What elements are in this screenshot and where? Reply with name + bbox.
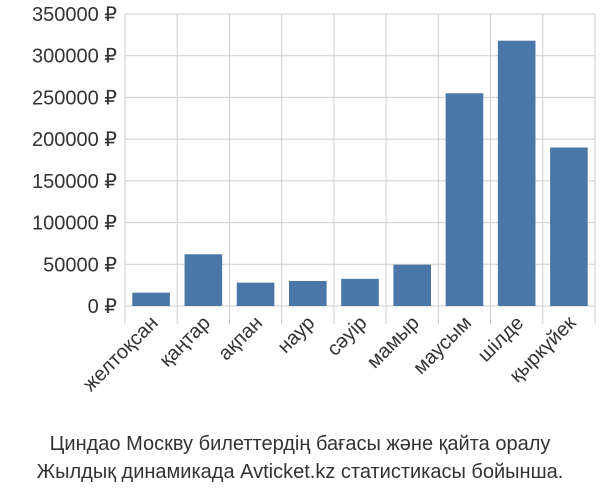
y-tick-label: 300000 ₽: [32, 46, 117, 68]
bar: [341, 278, 379, 306]
x-tick-label: желтоқсан: [79, 312, 163, 396]
bar: [550, 147, 588, 306]
bar: [445, 93, 484, 306]
chart-caption-line-2: Жылдық динамикада Avticket.kz статистика…: [36, 461, 564, 483]
y-tick-label: 50000 ₽: [43, 254, 117, 276]
y-tick-label: 350000 ₽: [32, 4, 117, 26]
bars: [132, 40, 588, 306]
y-tick-label: 0 ₽: [88, 296, 118, 318]
bar: [393, 264, 432, 306]
y-tick-label: 150000 ₽: [32, 171, 117, 193]
y-tick-label: 200000 ₽: [32, 129, 117, 151]
bar: [236, 282, 275, 306]
bar: [288, 280, 327, 306]
x-tick-label: қаңтар: [155, 312, 214, 371]
x-tick-label: ақпан: [214, 312, 267, 365]
bar-chart: 0 ₽ 50000 ₽ 100000 ₽ 150000 ₽ 200000 ₽ 250000…: [32, 4, 596, 396]
y-tick-label: 100000 ₽: [32, 213, 117, 235]
x-tick-label: наур: [273, 312, 319, 358]
y-axis-ticks: 0 ₽ 50000 ₽ 100000 ₽ 150000 ₽ 200000 ₽ 250000…: [32, 4, 117, 318]
chart-caption-line-1: Циндао Москву билеттердің бағасы және қа…: [49, 433, 551, 455]
grid-lines: [124, 13, 596, 324]
x-tick-label: маусым: [409, 312, 476, 379]
bar: [184, 254, 223, 306]
y-tick-label: 250000 ₽: [32, 87, 117, 109]
bar: [132, 292, 170, 306]
x-tick-label: сәуір: [323, 312, 372, 361]
bar: [497, 40, 536, 306]
